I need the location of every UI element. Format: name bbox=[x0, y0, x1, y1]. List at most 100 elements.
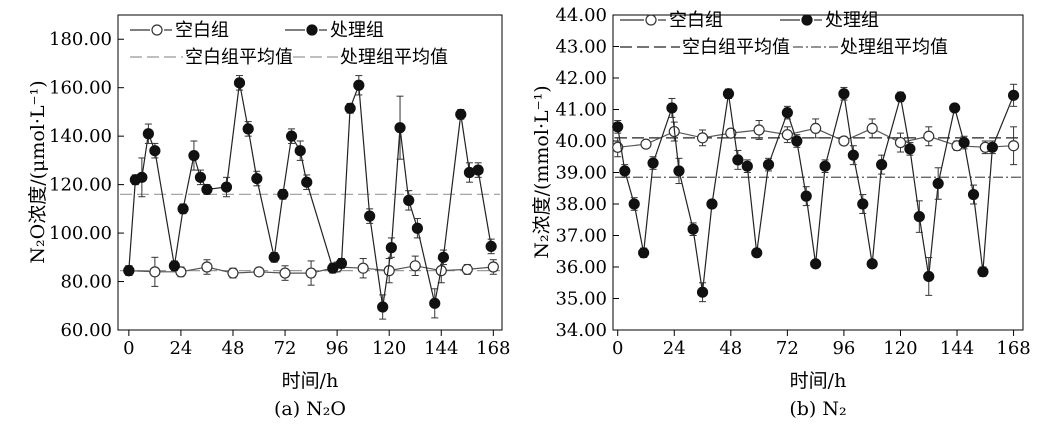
mean-lines bbox=[615, 137, 1021, 178]
data-point bbox=[866, 258, 878, 270]
legend-blank-label: 空白组 bbox=[175, 20, 229, 41]
legend-blank-mean-label: 空白组平均值 bbox=[185, 47, 293, 68]
data-point bbox=[847, 149, 859, 161]
legend-blank-label: 空白组 bbox=[669, 10, 723, 31]
y-tick-label: 42.00 bbox=[555, 68, 607, 89]
y-tick-label: 100.00 bbox=[49, 223, 112, 244]
x-tick-label: 24 bbox=[169, 338, 192, 359]
x-axis-label: 时间/h bbox=[790, 370, 847, 392]
data-point bbox=[838, 135, 850, 147]
data-point bbox=[411, 222, 423, 234]
y-tick-label: 43.00 bbox=[555, 37, 607, 58]
data-point bbox=[687, 223, 699, 235]
data-point bbox=[762, 159, 775, 171]
data-point bbox=[819, 160, 831, 172]
data-point bbox=[1007, 140, 1020, 152]
data-point bbox=[142, 128, 154, 140]
y-tick-label: 180.00 bbox=[49, 29, 112, 50]
data-point bbox=[647, 157, 659, 169]
data-point bbox=[123, 265, 135, 277]
x-tick-label: 48 bbox=[222, 338, 245, 359]
data-point bbox=[638, 247, 650, 259]
data-point bbox=[364, 210, 376, 222]
legend-treated-label: 处理组 bbox=[330, 20, 384, 41]
panel-caption: (b) N₂ bbox=[789, 398, 846, 420]
y-tick-label: 120.00 bbox=[49, 175, 112, 196]
legend-treated-mean-label: 处理组平均值 bbox=[840, 37, 948, 58]
data-point bbox=[344, 102, 356, 114]
data-point bbox=[461, 263, 473, 276]
data-point bbox=[913, 211, 925, 223]
series-treated bbox=[612, 83, 1020, 303]
data-point bbox=[949, 102, 961, 114]
data-point bbox=[353, 79, 365, 91]
data-point bbox=[277, 188, 289, 200]
data-point bbox=[628, 198, 640, 210]
data-point bbox=[666, 102, 678, 114]
x-tick-label: 120 bbox=[883, 338, 917, 359]
panel-caption: (a) N₂O bbox=[274, 398, 346, 420]
x-tick-label: 168 bbox=[476, 338, 510, 359]
data-point bbox=[696, 286, 709, 298]
data-point bbox=[301, 176, 313, 188]
data-point bbox=[1007, 89, 1020, 101]
data-point bbox=[409, 260, 421, 272]
data-point bbox=[810, 258, 822, 270]
x-tick-label: 144 bbox=[424, 338, 458, 359]
data-point bbox=[327, 262, 339, 274]
data-point bbox=[967, 188, 980, 201]
data-point bbox=[732, 154, 744, 166]
data-point bbox=[294, 145, 306, 157]
legend-blank-mean-label: 空白组平均值 bbox=[682, 37, 790, 58]
y-tick-label: 34.00 bbox=[555, 320, 607, 341]
data-point bbox=[753, 124, 765, 136]
y-axis-label: N₂O浓度/(μmol·L⁻¹) bbox=[27, 80, 49, 263]
data-point bbox=[485, 240, 497, 253]
data-point bbox=[487, 261, 499, 273]
legend-open-circle-marker bbox=[151, 24, 163, 36]
data-point bbox=[619, 165, 631, 177]
x-tick-label: 144 bbox=[940, 338, 974, 359]
data-point bbox=[268, 251, 280, 263]
data-point bbox=[923, 270, 935, 283]
data-point bbox=[472, 164, 484, 176]
data-point bbox=[201, 261, 213, 273]
data-point bbox=[242, 123, 254, 135]
y-axis-label: N₂浓度/(mmol·L⁻¹) bbox=[531, 85, 553, 258]
data-point bbox=[810, 122, 822, 134]
series-treated bbox=[123, 75, 497, 320]
data-point bbox=[958, 136, 970, 149]
data-point bbox=[455, 108, 467, 120]
data-point bbox=[201, 183, 213, 196]
data-point bbox=[751, 247, 763, 259]
data-point bbox=[741, 160, 753, 172]
data-point bbox=[305, 267, 317, 279]
plot-frame bbox=[117, 14, 503, 331]
data-point bbox=[923, 130, 935, 142]
data-point bbox=[437, 251, 450, 263]
data-point bbox=[377, 301, 389, 313]
series-line bbox=[617, 93, 1015, 293]
data-point bbox=[781, 129, 793, 141]
legend-open-circle-marker bbox=[645, 14, 657, 26]
data-point bbox=[194, 171, 207, 183]
x-tick-label: 120 bbox=[372, 338, 406, 359]
x-axis-label: 时间/h bbox=[282, 370, 339, 392]
x-tick-label: 24 bbox=[663, 338, 686, 359]
data-point bbox=[233, 77, 246, 89]
data-point bbox=[136, 171, 148, 183]
ticks: 0 24 48 72 96 120 144 168 60.00 80.00 100.00 120.00… bbox=[49, 29, 510, 359]
data-point bbox=[253, 266, 265, 278]
x-tick-label: 0 bbox=[123, 338, 134, 359]
panel-n2o: N₂O浓度/(μmol·L⁻¹) 时间/h (a) N₂O 0 24 48 72 96 1… bbox=[27, 14, 511, 420]
legend-filled-circle-marker bbox=[306, 24, 318, 36]
y-tick-label: 40.00 bbox=[555, 131, 607, 152]
data-point bbox=[383, 265, 395, 277]
y-tick-label: 38.00 bbox=[555, 194, 607, 215]
x-tick-label: 96 bbox=[326, 338, 349, 359]
data-point bbox=[385, 242, 397, 254]
data-point bbox=[977, 266, 989, 278]
data-point bbox=[285, 130, 298, 142]
data-point bbox=[696, 132, 709, 144]
